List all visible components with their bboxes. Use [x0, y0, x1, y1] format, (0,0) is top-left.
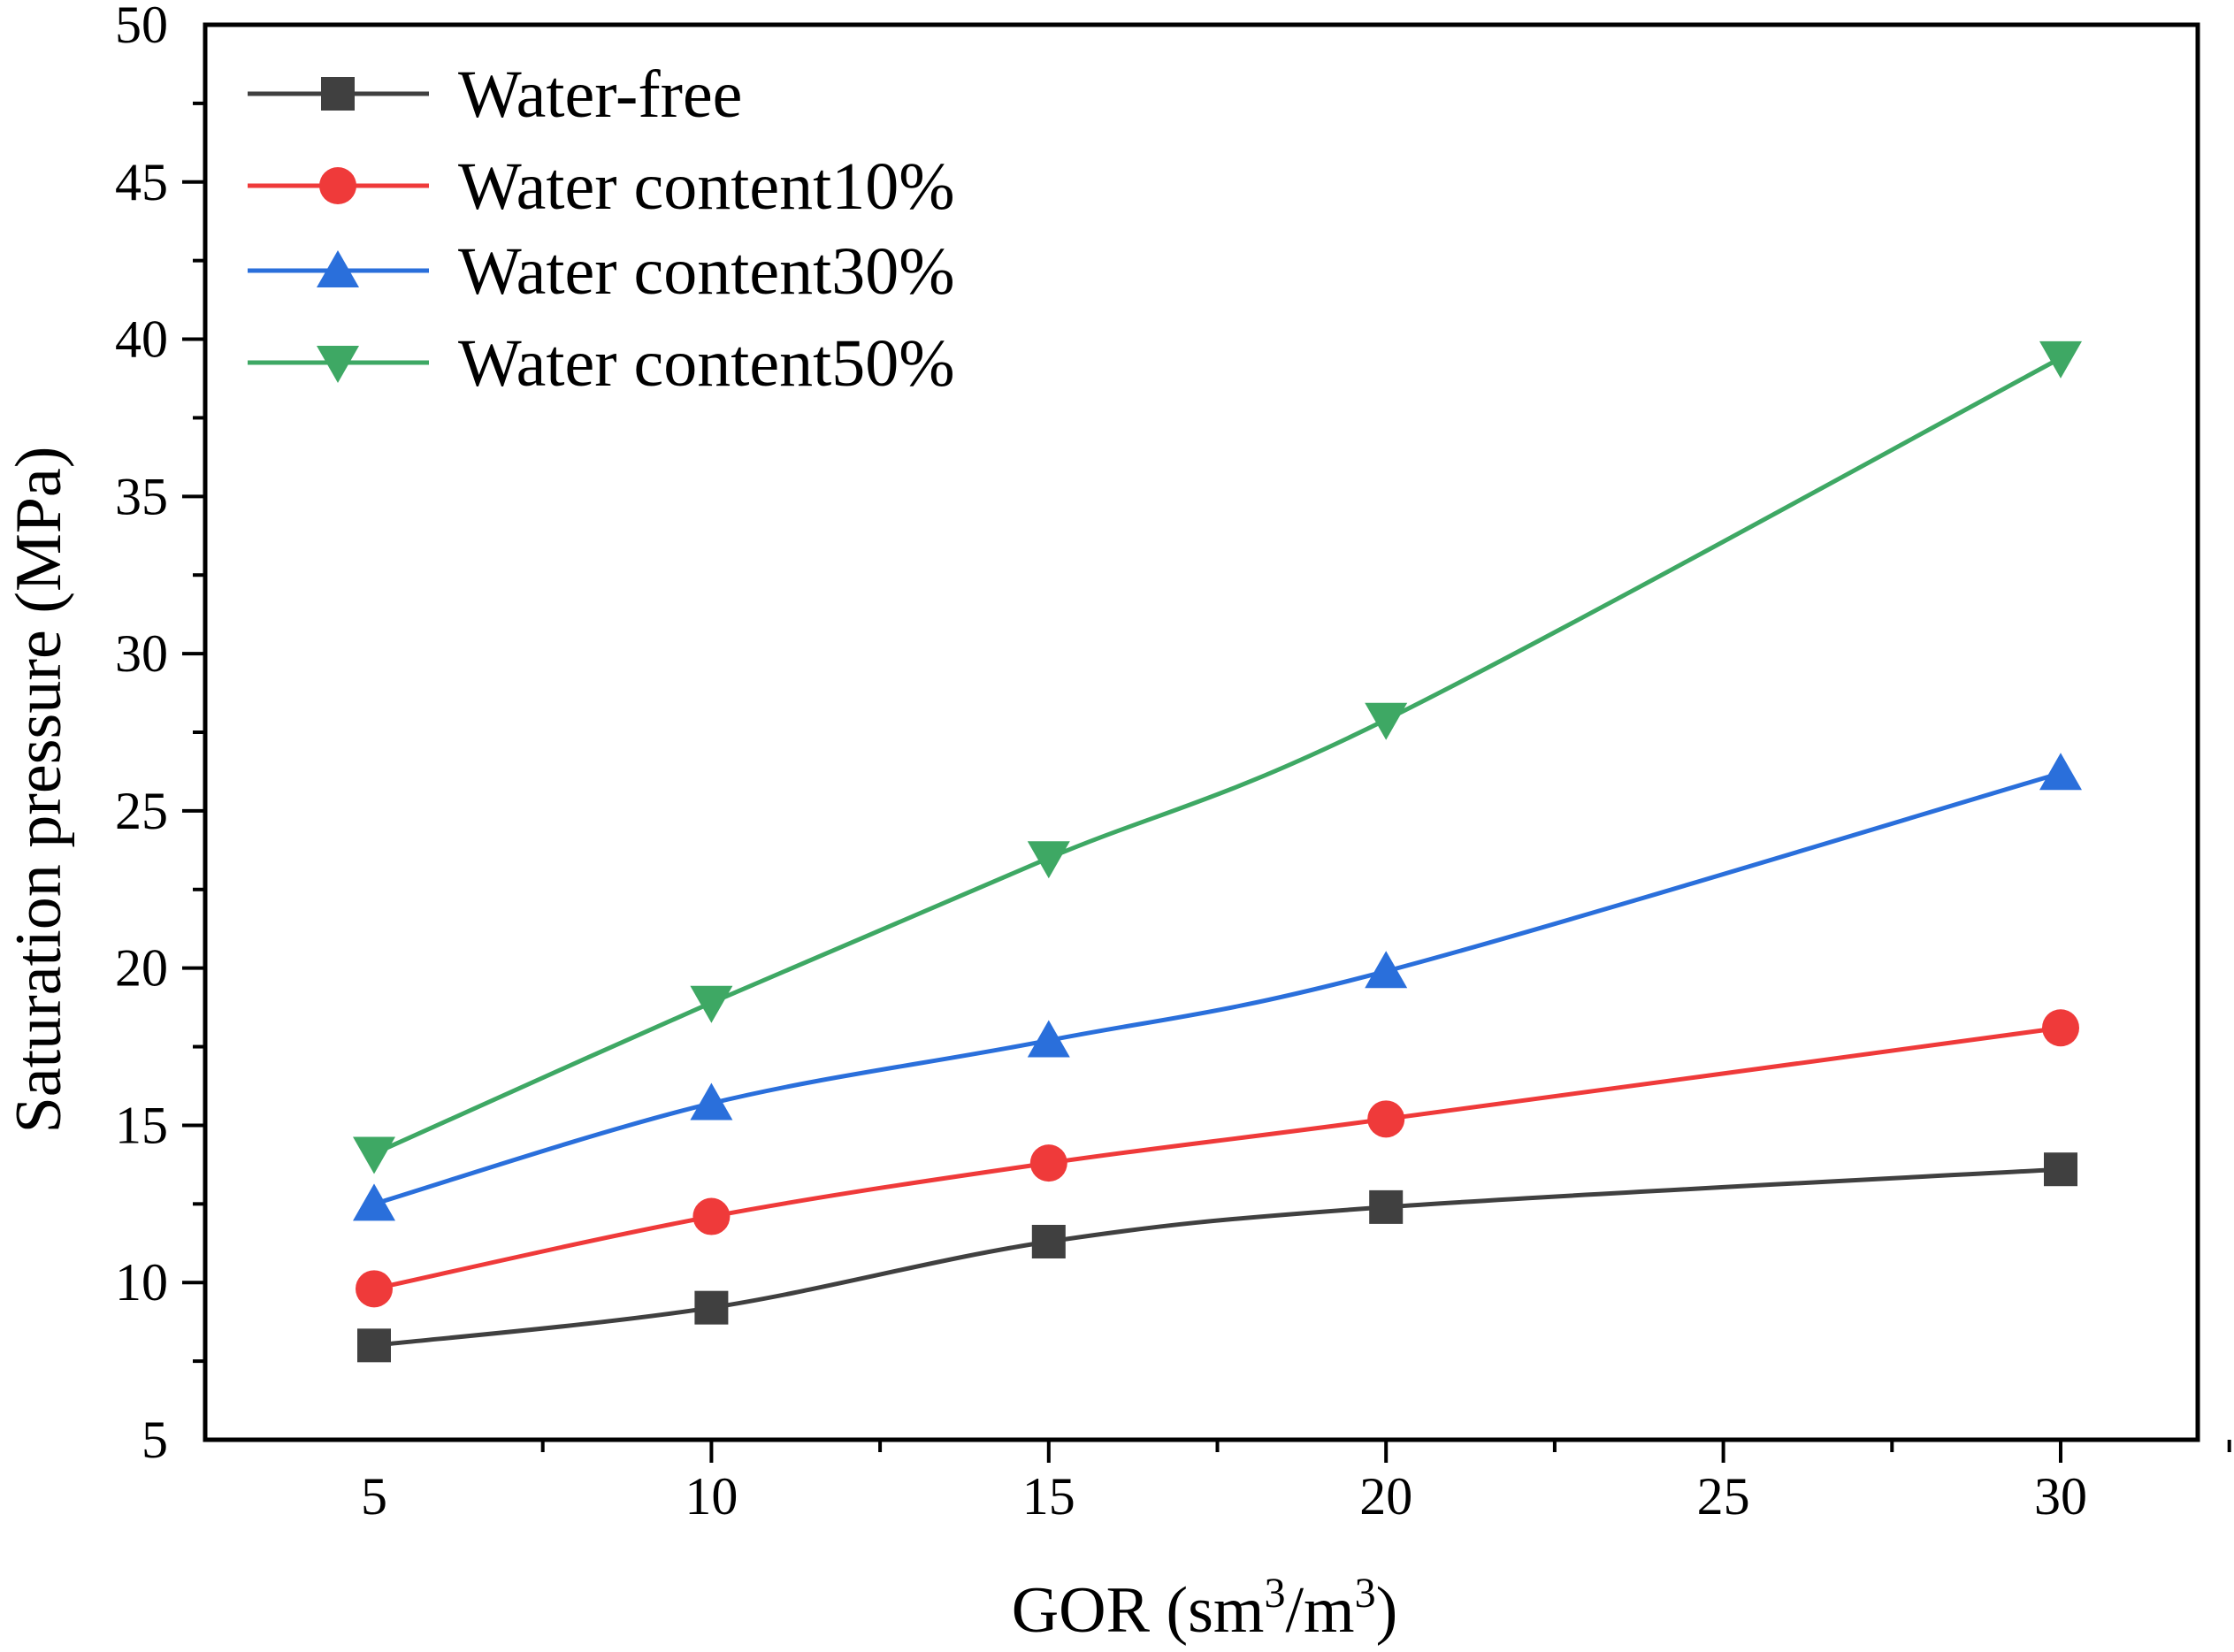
- series-1: [356, 1009, 2079, 1308]
- data-point: [2039, 340, 2082, 379]
- y-tick-label: 20: [115, 939, 168, 998]
- legend-marker: [321, 77, 355, 111]
- data-point: [1369, 1189, 1404, 1224]
- data-point: [694, 1290, 729, 1325]
- data-point: [1365, 951, 1408, 989]
- legend-item-0: Water-free: [248, 57, 742, 132]
- data-point: [1367, 1100, 1405, 1138]
- data-point: [353, 1183, 395, 1221]
- legend-item-1: Water content10%: [248, 149, 955, 224]
- y-tick-label: 30: [115, 624, 168, 683]
- legend-label: Water-free: [458, 57, 742, 132]
- x-tick-label: 25: [1697, 1467, 1750, 1526]
- data-point: [692, 1197, 731, 1235]
- data-point: [1029, 1144, 1067, 1182]
- data-point: [357, 1328, 391, 1363]
- data-point: [353, 1136, 395, 1174]
- series-line: [373, 1166, 2062, 1348]
- data-point: [2039, 753, 2082, 791]
- x-tick-label: 30: [2034, 1467, 2087, 1526]
- series-3: [353, 340, 2082, 1174]
- series-line: [373, 1025, 2062, 1291]
- data-point: [2044, 1152, 2077, 1187]
- data-point: [1027, 1020, 1070, 1058]
- y-tick-label: 35: [115, 467, 168, 525]
- series-2: [353, 753, 2082, 1221]
- y-tick-label: 45: [115, 153, 168, 211]
- legend-item-3: Water content50%: [248, 326, 955, 401]
- series-line: [373, 770, 2062, 1206]
- data-point: [690, 985, 733, 1023]
- y-axis-title: Saturation pressure (MPa): [3, 447, 75, 1134]
- y-tick-label: 5: [142, 1411, 168, 1469]
- data-point: [1365, 702, 1408, 740]
- legend-marker: [317, 346, 359, 383]
- legend-label: Water content10%: [458, 149, 955, 224]
- y-tick-label: 10: [115, 1253, 168, 1312]
- legend-label: Water content30%: [458, 234, 955, 309]
- x-tick-label: 20: [1359, 1467, 1412, 1526]
- legend-item-2: Water content30%: [248, 234, 955, 309]
- x-tick-label: 15: [1022, 1467, 1075, 1526]
- x-axis-title: GOR (sm3/m3): [1012, 1570, 1398, 1647]
- y-tick-label: 40: [115, 310, 168, 369]
- series-0: [357, 1152, 2077, 1363]
- x-tick-label: 10: [685, 1467, 738, 1526]
- y-tick-label: 50: [115, 0, 168, 54]
- data-point: [690, 1082, 733, 1120]
- data-point: [1027, 841, 1070, 879]
- legend-marker: [319, 167, 356, 204]
- legend-marker: [317, 250, 359, 287]
- data-point: [356, 1270, 393, 1308]
- data-point: [1031, 1225, 1066, 1258]
- legend-label: Water content50%: [458, 326, 955, 401]
- x-tick-label: 5: [361, 1467, 387, 1526]
- y-tick-label: 25: [115, 782, 168, 840]
- data-point: [2042, 1009, 2079, 1047]
- series-line: [372, 356, 2062, 1156]
- y-tick-label: 15: [115, 1096, 168, 1154]
